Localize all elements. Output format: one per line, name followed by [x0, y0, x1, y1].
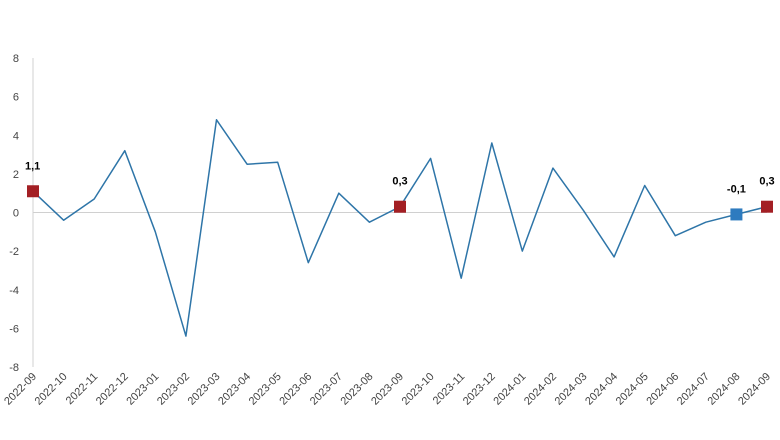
x-axis: 2022-092022-102022-112022-122023-012023-… — [2, 371, 773, 408]
x-tick-label: 2023-11 — [431, 371, 467, 407]
x-tick-label: 2023-06 — [277, 371, 314, 408]
data-label: 0,3 — [759, 176, 774, 188]
x-tick-label: 2024-02 — [522, 371, 559, 408]
y-tick-label: -2 — [9, 246, 19, 258]
x-tick-label: 2024-01 — [491, 371, 528, 408]
y-tick-label: -6 — [9, 323, 19, 335]
x-tick-label: 2023-12 — [461, 371, 498, 408]
y-tick-label: 4 — [13, 130, 19, 142]
data-point-marker — [27, 185, 39, 198]
series-line-group — [32, 119, 768, 337]
x-tick-label: 2022-12 — [94, 371, 131, 408]
y-axis: 8 6 4 2 0 -2 -4 -6 -8 — [9, 53, 34, 374]
x-tick-label: 2023-09 — [369, 371, 406, 408]
x-tick-label: 2024-03 — [553, 371, 590, 408]
series-line — [32, 119, 768, 337]
y-tick-label: -8 — [9, 362, 19, 374]
data-label: -0,1 — [727, 183, 746, 195]
x-tick-label: 2023-04 — [216, 371, 253, 408]
data-label: 1,1 — [25, 160, 40, 172]
x-tick-label: 2024-07 — [675, 371, 712, 408]
x-tick-label: 2024-08 — [706, 371, 743, 408]
x-tick-label: 2024-05 — [614, 371, 651, 408]
x-tick-label: 2022-10 — [33, 371, 70, 408]
y-tick-label: -4 — [9, 285, 19, 297]
x-tick-label: 2023-02 — [155, 371, 192, 408]
data-point-marker — [394, 200, 406, 213]
x-tick-label: 2024-06 — [644, 371, 681, 408]
y-tick-label: 8 — [13, 53, 19, 65]
x-tick-label: 2024-09 — [736, 371, 773, 408]
data-label: 0,3 — [392, 176, 407, 188]
x-tick-label: 2022-11 — [64, 371, 100, 407]
x-tick-label: 2023-05 — [247, 371, 284, 408]
x-tick-label: 2023-03 — [186, 371, 223, 408]
x-tick-label: 2023-01 — [124, 371, 161, 408]
highlight-markers: 1,1 0,3 -0,1 0,3 — [25, 160, 775, 221]
x-tick-label: 2023-08 — [339, 371, 376, 408]
data-point-marker — [730, 208, 743, 221]
x-tick-label: 2023-10 — [400, 371, 437, 408]
y-tick-label: 0 — [13, 208, 19, 220]
x-tick-label: 2023-07 — [308, 371, 345, 408]
x-tick-label: 2022-09 — [2, 371, 39, 408]
data-point-marker — [761, 200, 773, 213]
x-tick-label: 2024-04 — [583, 371, 620, 408]
y-tick-label: 2 — [13, 169, 19, 181]
y-tick-label: 6 — [13, 92, 19, 104]
